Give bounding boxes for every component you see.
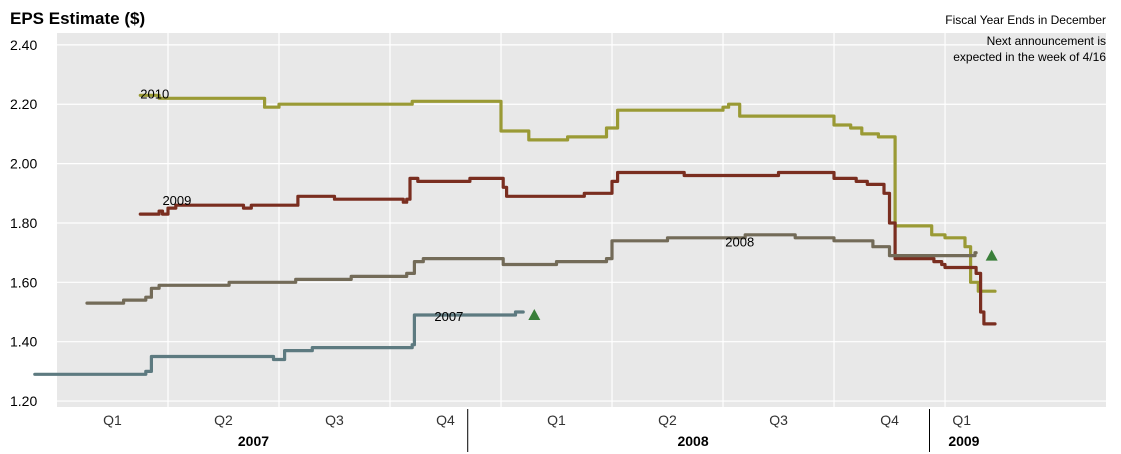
series-line-2010 [138, 93, 997, 293]
plot-background [57, 33, 1106, 407]
y-tick-label: 1.60 [10, 274, 37, 290]
series-lines [33, 93, 997, 376]
series-label-2007: 2007 [434, 309, 463, 324]
announcement-note-line1: Next announcement is [987, 34, 1106, 48]
series-label-2009: 2009 [162, 193, 191, 208]
x-tick-quarter: Q4 [880, 412, 899, 428]
x-tick-quarter: Q3 [325, 412, 344, 428]
x-tick-quarter: Q3 [769, 412, 788, 428]
y-tick-label: 1.80 [10, 215, 37, 231]
x-tick-year: 2008 [677, 433, 708, 449]
y-tick-label: 2.00 [10, 156, 37, 172]
series-label-2010: 2010 [140, 86, 169, 101]
x-tick-year: 2009 [948, 433, 979, 449]
announcement-note-line2: expected in the week of 4/16 [953, 50, 1106, 64]
axes: 1.20 1.40 1.60 1.80 2.00 2.20 2.40 Q1 Q2 Q3 Q4 Q1 Q2… [10, 37, 980, 452]
y-tick-label: 1.40 [10, 334, 37, 350]
series-line-2007 [33, 310, 525, 376]
x-tick-quarter: Q2 [658, 412, 677, 428]
series-line-2009 [138, 170, 997, 326]
chart-title: EPS Estimate ($) [10, 9, 145, 28]
x-tick-quarter: Q1 [103, 412, 122, 428]
x-tick-year: 2007 [238, 433, 269, 449]
series-labels: 2010 2009 2008 2007 [140, 86, 754, 324]
y-tick-label: 1.20 [10, 393, 37, 409]
series-line-2008 [85, 233, 978, 305]
x-tick-quarter: Q4 [436, 412, 455, 428]
announcement-marker [985, 249, 998, 261]
x-tick-quarter: Q1 [547, 412, 566, 428]
announcement-markers [528, 249, 998, 320]
announcement-marker [528, 308, 541, 320]
fiscal-year-note: Fiscal Year Ends in December [945, 13, 1106, 27]
series-label-2008: 2008 [725, 235, 754, 250]
x-tick-quarter: Q1 [952, 412, 971, 428]
y-tick-label: 2.20 [10, 96, 37, 112]
y-tick-label: 2.40 [10, 37, 37, 53]
x-tick-quarter: Q2 [214, 412, 233, 428]
